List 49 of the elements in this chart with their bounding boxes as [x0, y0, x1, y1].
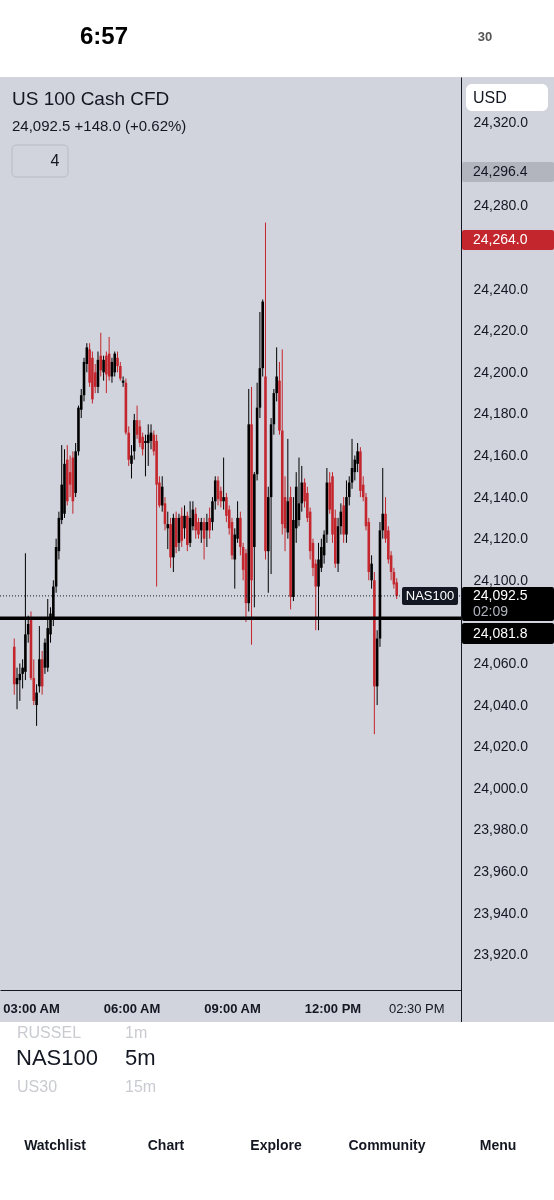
y-tick-label: 23,960.0: [473, 862, 529, 879]
text: 24,264.0: [473, 231, 528, 247]
candlestick: [166, 511, 170, 550]
x-tick-label: 06:00 AM: [103, 1000, 161, 1016]
text: Chart: [147, 1137, 185, 1153]
text: 30: [477, 29, 493, 44]
y-tick-label: 24,320.0: [473, 114, 529, 131]
text: 6:57: [79, 22, 129, 49]
y-tick-label: 24,240.0: [473, 280, 529, 297]
y-tick-label: 24,220.0: [473, 322, 529, 339]
y-tick-label: 24,280.0: [473, 197, 529, 214]
y-tick-label: 24,140.0: [473, 488, 529, 505]
text: USD: [473, 89, 507, 106]
text: Menu: [479, 1137, 517, 1153]
candlestick: [370, 554, 373, 590]
text: 24,092.5 +148.0 (+0.62%): [12, 117, 187, 134]
text: Community: [348, 1137, 426, 1153]
y-tick-label: 24,020.0: [473, 738, 529, 755]
text: 5m: [125, 1045, 156, 1070]
y-tick-label: 24,200.0: [473, 363, 529, 380]
y-tick-label: 24,180.0: [473, 405, 529, 422]
x-tick-label: 02:30 PM: [388, 1000, 445, 1016]
y-tick-label: 23,940.0: [473, 904, 529, 921]
candlestick: [208, 507, 211, 540]
y-tick-label: 24,100.0: [473, 571, 529, 588]
y-tick-label: 24,120.0: [473, 530, 529, 547]
text: 24,092.5: [473, 587, 528, 603]
text: 24,081.8: [473, 625, 528, 641]
text: Explore: [250, 1137, 302, 1153]
x-tick-label: 12:00 PM: [304, 1000, 362, 1016]
candlestick: [102, 355, 105, 382]
text: NAS100: [16, 1045, 98, 1070]
candlestick: [194, 507, 198, 540]
x-tick-label: 03:00 AM: [3, 1000, 60, 1016]
text: Watchlist: [24, 1137, 87, 1153]
y-tick-label: 24,060.0: [473, 654, 529, 671]
text: 02:09: [473, 603, 509, 619]
text: 24,296.4: [473, 163, 528, 179]
x-tick-label: 09:00 AM: [204, 1000, 261, 1016]
candlestick: [183, 504, 186, 540]
annotation: 4: [50, 152, 60, 169]
y-tick-label: 23,980.0: [473, 821, 529, 838]
candlestick: [144, 434, 147, 477]
y-tick-label: 24,000.0: [473, 779, 529, 796]
y-tick-label: 24,160.0: [473, 447, 529, 464]
text: US 100 Cash CFD: [12, 88, 170, 109]
ref-line-label: NAS100: [405, 587, 455, 603]
y-tick-label: 23,920.0: [473, 946, 529, 963]
y-tick-label: 24,040.0: [473, 696, 529, 713]
